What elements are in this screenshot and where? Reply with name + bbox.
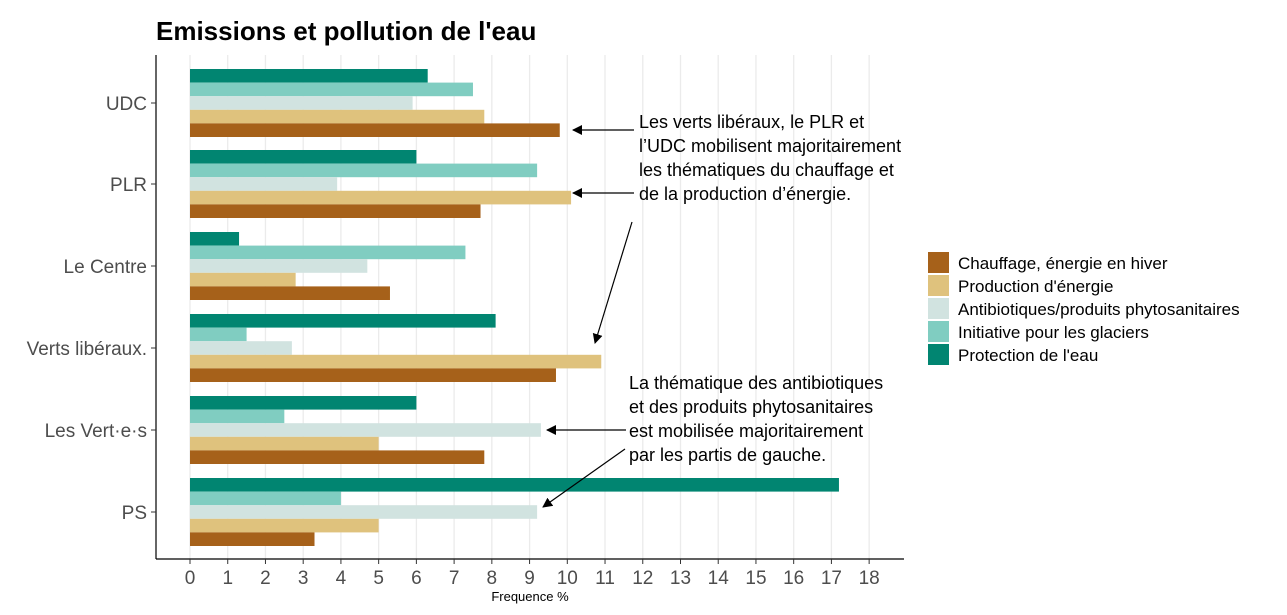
annotation-line: de la production d’énergie. (639, 184, 851, 204)
x-tick-labels: 0 1 2 3 4 5 6 7 8 9 10 11 12 13 14 15 16 17 18 (185, 559, 880, 589)
category-label: Les Vert·e·s (45, 421, 147, 442)
x-tick-label: 14 (708, 568, 730, 589)
bar-0-4 (190, 69, 428, 83)
x-tick-label: 5 (373, 568, 384, 589)
x-tick-label: 15 (745, 568, 766, 589)
bar-4-1 (190, 436, 379, 451)
category-label: Verts libéraux. (27, 339, 147, 360)
bar-2-2 (190, 259, 368, 273)
bar-0-1 (190, 109, 485, 124)
bar-5-4 (190, 478, 839, 492)
bar-2-0 (190, 286, 390, 300)
annotation-line: La thématique des antibiotiques (629, 373, 883, 393)
bar-5-3 (190, 491, 341, 506)
category-label: PLR (110, 175, 147, 196)
bar-2-4 (190, 232, 240, 246)
legend-swatch (928, 298, 949, 319)
bar-5-2 (190, 505, 538, 519)
x-tick-label: 18 (859, 568, 880, 589)
legend: Chauffage, énergie en hiver Production d'… (928, 252, 1240, 365)
annotations: Les verts libéraux, le PLR et l’UDC mobil… (542, 112, 901, 508)
bar-1-2 (190, 177, 338, 191)
annotation-arrow (542, 448, 626, 508)
legend-label: Chauffage, énergie en hiver (958, 254, 1168, 273)
gridlines (189, 55, 870, 559)
x-tick-label: 0 (185, 568, 196, 589)
category-label: Le Centre (64, 257, 147, 278)
bar-2-3 (190, 245, 466, 260)
annotation-line: Les verts libéraux, le PLR et (639, 112, 864, 132)
bars (190, 69, 839, 546)
annotation-line: par les partis de gauche. (629, 445, 826, 465)
x-tick-label: 16 (783, 568, 804, 589)
annotation-line: l’UDC mobilisent majoritairement (639, 136, 901, 156)
bar-3-1 (190, 354, 602, 369)
legend-swatch (928, 252, 949, 273)
x-tick-label: 7 (449, 568, 460, 589)
legend-swatch (928, 321, 949, 342)
x-tick-label: 8 (487, 568, 498, 589)
bar-3-3 (190, 327, 247, 342)
legend-label: Initiative pour les glaciers (958, 323, 1149, 342)
x-tick-label: 17 (821, 568, 842, 589)
bar-0-2 (190, 96, 413, 110)
annotation-line: et des produits phytosanitaires (629, 397, 873, 417)
annotation-line: les thématiques du chauffage et (639, 160, 894, 180)
x-tick-label: 12 (632, 568, 653, 589)
legend-label: Protection de l'eau (958, 346, 1098, 365)
bar-4-2 (190, 423, 541, 437)
y-category-labels: UDC PLR Le Centre Verts libéraux. Les Vert·e… (27, 94, 156, 524)
x-tick-label: 9 (524, 568, 535, 589)
bar-2-1 (190, 272, 296, 287)
bar-4-0 (190, 450, 485, 464)
bar-3-0 (190, 368, 556, 382)
annotation-line: est mobilisée majoritairement (629, 421, 863, 441)
bar-4-3 (190, 409, 285, 424)
x-axis-label: Frequence % (491, 589, 569, 604)
bar-1-4 (190, 150, 417, 164)
bar-0-3 (190, 82, 473, 97)
chart-title: Emissions et pollution de l'eau (156, 16, 536, 46)
x-tick-label: 6 (411, 568, 422, 589)
x-tick-label: 10 (557, 568, 578, 589)
bar-1-3 (190, 163, 538, 178)
x-tick-label: 11 (595, 568, 615, 589)
x-tick-label: 4 (336, 568, 347, 589)
legend-swatch (928, 344, 949, 365)
legend-swatch (928, 275, 949, 296)
bar-3-4 (190, 314, 496, 328)
bar-0-0 (190, 123, 560, 137)
x-tick-label: 3 (298, 568, 309, 589)
x-tick-label: 13 (670, 568, 691, 589)
bar-5-1 (190, 518, 379, 533)
bar-4-4 (190, 396, 417, 410)
bar-5-0 (190, 532, 315, 546)
legend-label: Antibiotiques/produits phytosanitaires (958, 300, 1240, 319)
x-tick-label: 1 (222, 568, 233, 589)
category-label: UDC (106, 94, 147, 115)
bar-1-0 (190, 204, 481, 218)
bar-1-1 (190, 190, 572, 205)
bar-3-2 (190, 341, 292, 355)
category-label: PS (122, 503, 147, 524)
legend-label: Production d'énergie (958, 277, 1113, 296)
x-tick-label: 2 (260, 568, 271, 589)
annotation-arrow (592, 221, 633, 344)
